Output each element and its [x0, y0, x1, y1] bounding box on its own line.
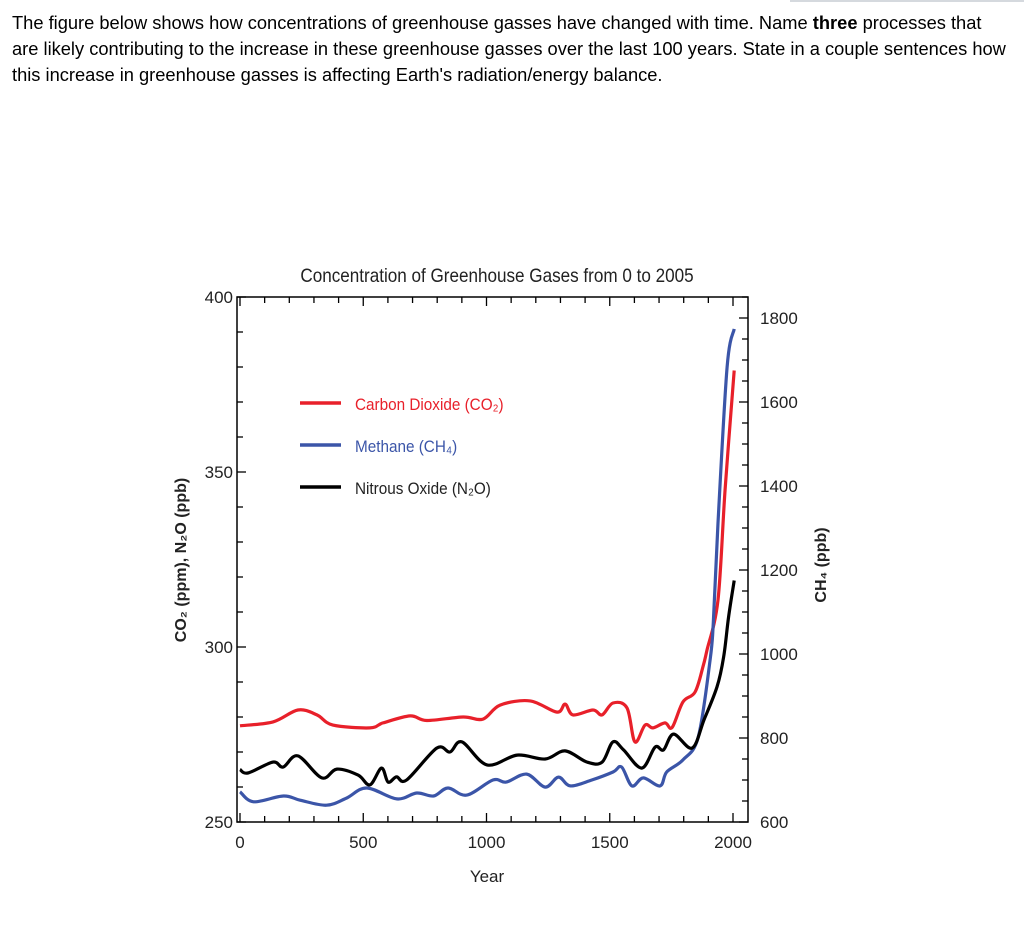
y-tick-label-right: 1400	[760, 477, 798, 496]
tick-labels: 0 500 1000 1500 2000 250 300 350 400 600 800 1000 12…	[205, 288, 798, 852]
legend-label: Carbon Dioxide (CO₂)	[355, 395, 504, 414]
axis-ticks	[237, 296, 748, 823]
x-tick-label: 2000	[714, 833, 752, 852]
legend: Carbon Dioxide (CO₂) Methane (CH₄) Nitrous…	[300, 395, 504, 498]
series-line-co2	[239, 370, 736, 744]
x-tick-label: 1500	[591, 833, 629, 852]
question-emphasis: three	[812, 12, 858, 33]
y-axis-label-left: CO₂ (ppm), N₂O (ppb)	[173, 478, 190, 642]
x-axis-label: Year	[470, 867, 505, 886]
x-tick-label: 0	[235, 833, 244, 852]
chart-title: Concentration of Greenhouse Gases from 0…	[300, 265, 693, 286]
y-tick-label-left: 250	[205, 813, 233, 832]
question-part2: processes that are likely contributing t…	[12, 12, 1006, 85]
y-tick-label-left: 300	[205, 638, 233, 657]
series-lines	[238, 328, 736, 807]
legend-label: Methane (CH₄)	[355, 437, 457, 456]
x-tick-label: 500	[349, 833, 377, 852]
y-tick-label-right: 1600	[760, 393, 798, 412]
series-line-ch4	[238, 328, 736, 807]
series-line-n2o	[239, 580, 736, 787]
legend-label: Nitrous Oxide (N₂O)	[355, 479, 491, 498]
y-tick-label-right: 600	[760, 813, 788, 832]
top-divider	[790, 0, 1024, 2]
question-text: The figure below shows how concentration…	[12, 10, 1012, 88]
y-axis-label-right: CH₄ (ppb)	[813, 527, 830, 602]
x-tick-label: 1000	[468, 833, 506, 852]
y-tick-label-right: 800	[760, 729, 788, 748]
y-tick-label-right: 1000	[760, 645, 798, 664]
y-tick-label-left: 350	[205, 463, 233, 482]
plot-frame	[236, 296, 749, 823]
y-tick-label-right: 1800	[760, 309, 798, 328]
y-tick-label-right: 1200	[760, 561, 798, 580]
y-tick-label-left: 400	[205, 288, 233, 307]
question-part1: The figure below shows how concentration…	[12, 12, 813, 33]
